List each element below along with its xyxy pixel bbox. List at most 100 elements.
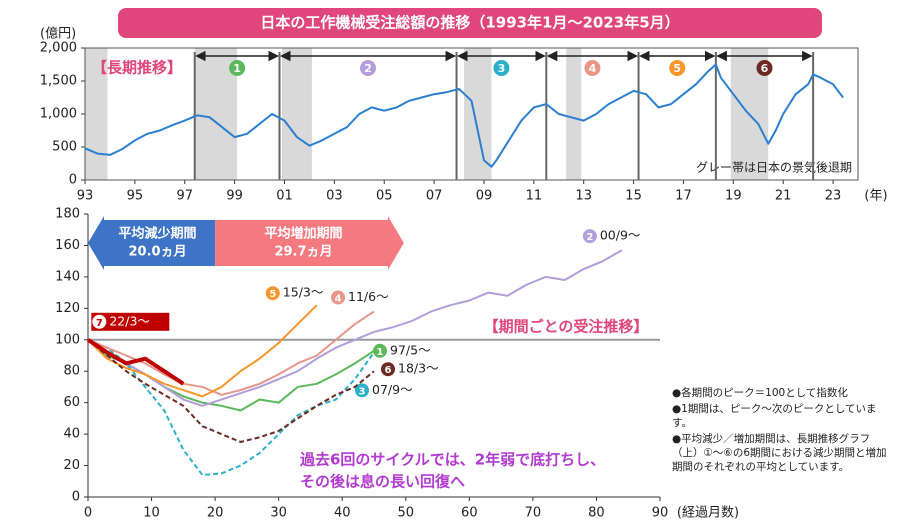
- note: ●平均減少／増加期間は、長期推移グラフ（上）①～⑥の6期間における減少期間と増加…: [672, 433, 887, 473]
- x-tick-label: 40: [334, 506, 351, 521]
- series-badge: [265, 286, 280, 301]
- series-badge: [373, 343, 387, 358]
- period-badge: [229, 60, 246, 76]
- y-tick-label: 1,000: [40, 107, 77, 122]
- legend-label: 22/3～: [109, 313, 150, 328]
- x-tick-label: 99: [226, 189, 243, 204]
- x-tick-label: 11: [526, 189, 543, 204]
- series-badge-label: 5: [269, 289, 276, 300]
- y-tick-label: 160: [55, 238, 80, 253]
- increase-value: 29.7ヵ月: [274, 245, 332, 260]
- plot-frame: [84, 47, 859, 181]
- annotation: その後は息の長い回復へ: [300, 473, 465, 491]
- period-label: 6: [761, 62, 769, 75]
- note: ●1期間は、ピーク～次のピークとしています。: [672, 403, 877, 429]
- x-tick-label: 80: [588, 506, 605, 521]
- x-unit: (年): [864, 189, 887, 204]
- legend-label: 11/6～: [348, 289, 389, 304]
- series-badge-label: 3: [359, 386, 366, 397]
- series-badge: [582, 229, 597, 244]
- x-tick-label: 05: [376, 189, 393, 204]
- x-tick-label: 0: [84, 506, 92, 521]
- y-tick-label: 100: [55, 332, 80, 347]
- x-tick-label: 07: [426, 189, 443, 204]
- x-tick-label: 93: [77, 189, 94, 204]
- x-tick-label: 15: [625, 189, 642, 204]
- x-tick-label: 70: [525, 506, 542, 521]
- y-tick-label: 60: [63, 395, 80, 410]
- period-badge: [669, 60, 686, 76]
- y-tick-label: 40: [63, 427, 80, 442]
- x-tick-label: 13: [575, 189, 592, 204]
- x-tick-label: 09: [476, 189, 493, 204]
- x-tick-label: 03: [326, 189, 343, 204]
- series-line: [87, 338, 375, 476]
- band-note: グレー帯は日本の景気後退期: [696, 160, 852, 175]
- period-label: 2: [364, 62, 372, 75]
- series-line: [87, 339, 375, 443]
- x-tick-label: 17: [675, 189, 692, 204]
- decrease-value: 20.0ヵ月: [129, 245, 187, 260]
- period-label: 5: [673, 62, 681, 75]
- period-badge: [493, 60, 510, 76]
- series-line: [87, 249, 623, 407]
- y-tick-label: 0: [69, 173, 77, 188]
- decrease-arrow: [88, 216, 216, 270]
- y-tick-label: 2,000: [40, 41, 77, 56]
- legend-label: 97/5～: [390, 342, 431, 357]
- series-badge: [92, 314, 107, 329]
- y-tick-label: 120: [55, 301, 80, 316]
- y-tick-label: 180: [55, 207, 80, 222]
- y-tick-label: 80: [63, 364, 80, 379]
- y-unit: (億円): [40, 26, 76, 42]
- increase-arrow: [215, 216, 404, 270]
- legend-label: 18/3～: [398, 361, 439, 376]
- x-tick-label: 21: [775, 189, 792, 204]
- section-label: 【期間ごとの受注推移】: [484, 318, 649, 336]
- series-badge-label: 1: [377, 347, 384, 358]
- period-label: 3: [498, 62, 506, 75]
- series-badge-label: 2: [586, 232, 593, 243]
- x-tick-label: 20: [207, 506, 224, 521]
- x-tick-label: 01: [276, 189, 293, 204]
- legend-label: 15/3～: [283, 285, 324, 300]
- series-line: [86, 338, 185, 386]
- x-unit: (経過月数): [677, 506, 739, 521]
- y-tick-label: 0: [72, 490, 80, 505]
- period-badge: [584, 60, 601, 76]
- recession-band: [464, 48, 492, 180]
- decrease-label: 平均減少期間: [119, 226, 197, 242]
- y-tick-label: 20: [63, 458, 80, 473]
- y-tick-label: 500: [52, 140, 77, 155]
- recession-band: [281, 48, 312, 180]
- x-tick-label: 90: [652, 506, 669, 521]
- y-tick-label: 1,500: [40, 74, 77, 89]
- section-label: 【長期推移】: [92, 59, 182, 77]
- long-term-line: [84, 63, 844, 168]
- series-badge-label: 4: [335, 293, 342, 304]
- period-badge: [360, 60, 377, 76]
- series-badge: [381, 362, 395, 377]
- x-tick-label: 19: [725, 189, 742, 204]
- series-badge-label: 6: [385, 365, 392, 376]
- annotation: 過去6回のサイクルでは、2年弱で底打ちし、: [299, 451, 605, 469]
- y-tick-label: 140: [55, 269, 80, 284]
- x-tick-label: 95: [127, 189, 144, 204]
- series-badge: [331, 290, 345, 305]
- chart-title: 日本の工作機械受注総額の推移（1993年1月～2023年5月）: [260, 14, 679, 32]
- title-bar: [118, 8, 822, 38]
- legend-label: 00/9～: [600, 228, 641, 243]
- x-tick-label: 60: [461, 506, 478, 521]
- series-badge-label: 7: [96, 318, 103, 329]
- series-line: [87, 304, 318, 398]
- x-tick-label: 23: [825, 189, 842, 204]
- label-bg: [91, 312, 170, 331]
- series-badge: [355, 383, 369, 398]
- increase-label: 平均増加期間: [264, 226, 342, 242]
- x-tick-label: 50: [398, 506, 415, 521]
- legend-label: 07/9～: [372, 382, 413, 397]
- recession-band: [85, 48, 108, 180]
- period-badge: [756, 60, 773, 76]
